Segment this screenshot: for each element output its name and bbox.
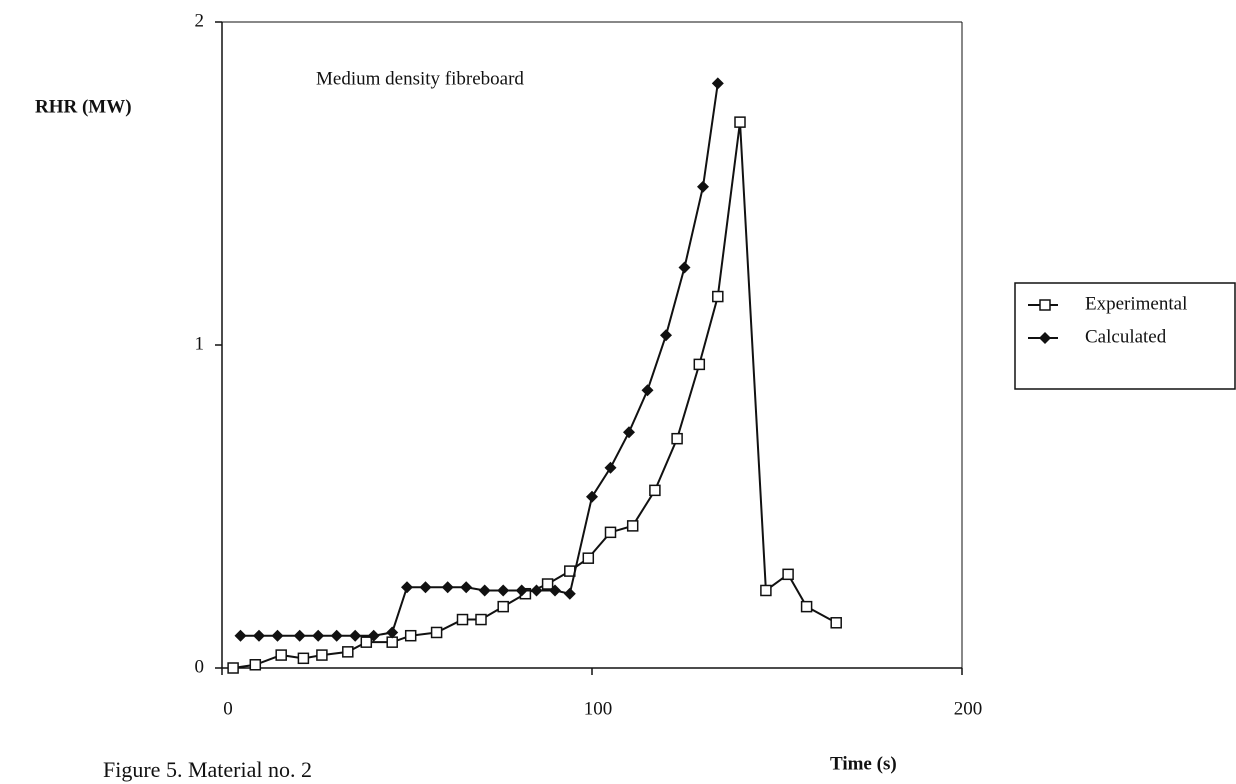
- data-point: [367, 629, 380, 642]
- data-point: [297, 652, 310, 665]
- legend-box: [1014, 282, 1236, 390]
- data-point: [249, 659, 262, 671]
- data-point: [541, 578, 554, 590]
- legend-marker: [1039, 332, 1051, 344]
- data-point: [734, 116, 746, 128]
- data-point: [441, 581, 454, 594]
- legend-marker: [1039, 299, 1051, 311]
- data-point: [342, 646, 354, 658]
- data-point: [530, 584, 543, 597]
- data-point: [549, 584, 561, 597]
- data-point: [419, 581, 432, 594]
- data-point: [275, 649, 287, 661]
- data-point: [316, 649, 328, 661]
- data-point: [386, 626, 399, 639]
- data-point: [830, 617, 842, 629]
- y-tick-label: 0: [195, 656, 205, 677]
- x-tick-label: 200: [954, 698, 983, 719]
- data-point: [711, 77, 724, 90]
- data-point: [760, 584, 772, 597]
- data-point: [234, 629, 247, 642]
- data-point: [800, 600, 813, 613]
- data-point: [312, 629, 325, 642]
- data-point: [641, 384, 654, 397]
- data-point: [404, 629, 417, 642]
- data-point: [456, 613, 469, 626]
- x-tick-label: 0: [223, 698, 233, 719]
- data-point: [401, 581, 413, 594]
- data-point: [430, 626, 443, 639]
- data-point: [697, 180, 709, 193]
- data-point: [782, 568, 794, 581]
- data-point: [349, 629, 362, 642]
- data-point: [271, 629, 284, 642]
- y-tick-label: 2: [195, 10, 205, 31]
- data-point: [604, 526, 617, 539]
- data-point: [293, 629, 306, 642]
- legend-label: Calculated: [1085, 326, 1167, 347]
- series-line: [240, 83, 719, 637]
- data-point: [693, 358, 706, 371]
- data-point: [649, 484, 661, 497]
- x-axis-label: Time (s): [830, 753, 897, 774]
- y-axis-label: RHR (MW): [35, 96, 132, 117]
- data-point: [475, 613, 487, 626]
- data-point: [497, 600, 509, 613]
- annotation: Medium density fibreboard: [316, 68, 524, 89]
- data-point: [360, 636, 373, 648]
- data-point: [386, 636, 398, 648]
- caption: Figure 5. Material no. 2: [103, 757, 312, 782]
- data-point: [515, 584, 528, 597]
- data-point: [586, 490, 598, 503]
- legend-label: Experimental: [1085, 293, 1187, 314]
- data-point: [253, 629, 265, 642]
- data-point: [582, 552, 595, 564]
- series-line: [232, 122, 837, 669]
- data-point: [623, 426, 635, 439]
- data-point: [460, 581, 473, 594]
- data-point: [330, 629, 343, 642]
- y-tick-label: 1: [195, 333, 205, 354]
- data-point: [712, 290, 724, 303]
- data-point: [227, 662, 239, 674]
- data-point: [671, 432, 683, 445]
- data-point: [604, 461, 617, 474]
- data-point: [660, 329, 672, 342]
- data-point: [563, 587, 576, 600]
- data-point: [497, 584, 510, 597]
- data-point: [626, 520, 639, 532]
- x-tick-label: 100: [584, 698, 613, 719]
- data-point: [478, 584, 491, 597]
- data-point: [678, 261, 691, 274]
